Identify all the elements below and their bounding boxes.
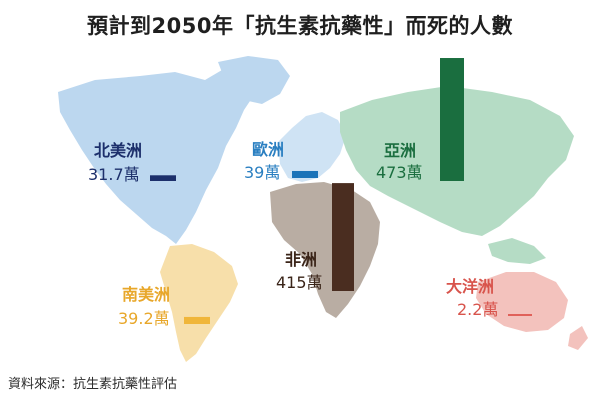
label-north-america-value: 31.7萬	[88, 165, 140, 184]
label-africa-name: 非洲	[285, 250, 317, 269]
north-america-shape	[58, 70, 256, 244]
label-south-america-name: 南美洲	[122, 285, 170, 304]
bars-group	[150, 58, 532, 324]
label-europe-value: 39萬	[244, 163, 280, 182]
greenland-shape	[218, 56, 290, 104]
bar-north-america	[150, 175, 176, 181]
sea-islands-shape	[488, 238, 546, 264]
australia-shape	[476, 272, 568, 332]
bar-south-america	[184, 316, 210, 324]
label-asia-value: 473萬	[376, 163, 423, 182]
bar-asia	[440, 58, 464, 181]
label-europe-name: 歐洲	[252, 140, 284, 159]
label-north-america-name: 北美洲	[94, 141, 142, 160]
label-asia-name: 亞洲	[384, 141, 416, 160]
new-zealand-shape	[568, 326, 588, 350]
chart-title: 預計到2050年「抗生素抗藥性」而死的人數	[87, 14, 513, 38]
label-africa-value: 415萬	[276, 273, 323, 292]
bar-africa	[332, 183, 354, 291]
bar-oceania	[508, 314, 532, 316]
bar-europe	[292, 170, 318, 178]
south-america-shape	[160, 244, 238, 362]
label-south-america-value: 39.2萬	[118, 309, 170, 328]
source-note: 資料來源：抗生素抗藥性評估	[8, 377, 178, 392]
label-oceania-value: 2.2萬	[457, 300, 498, 319]
label-oceania-name: 大洋洲	[446, 277, 494, 296]
europe-shape	[278, 112, 346, 182]
